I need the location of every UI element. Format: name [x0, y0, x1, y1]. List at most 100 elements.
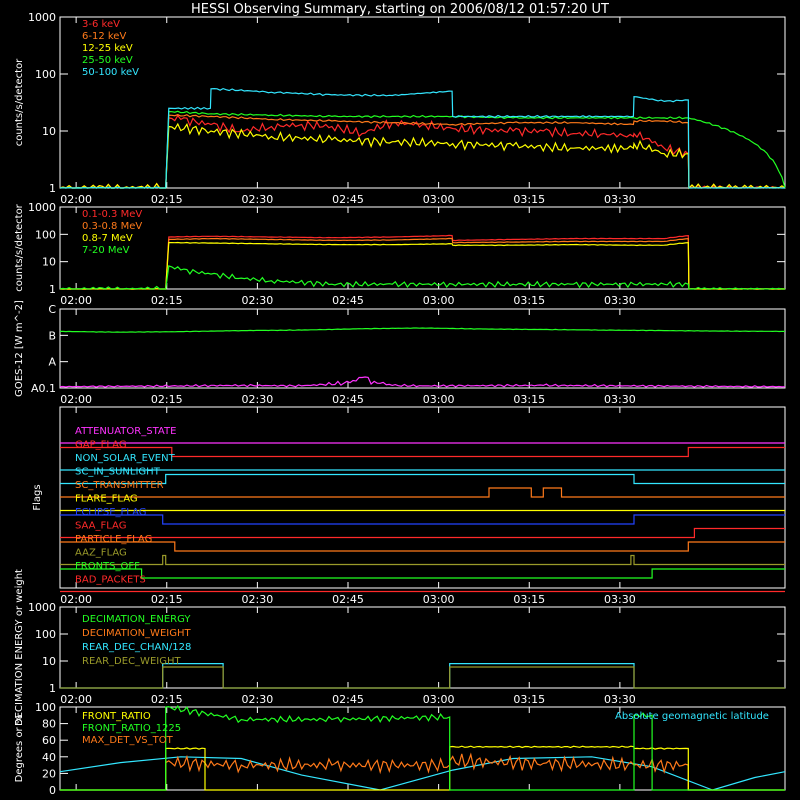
flag-label-1: GAP_FLAG — [75, 440, 127, 451]
panel2-legend-3: 7-20 MeV — [82, 245, 130, 256]
flag-label-9: AAZ_FLAG — [75, 548, 127, 559]
panel3-y-tick-label-0: A0.1 — [31, 382, 56, 395]
x-tick-label-1-0: 02:00 — [60, 294, 92, 307]
panel4-y-axis-label: Flags — [32, 484, 43, 510]
x-tick-label-2-4: 03:00 — [423, 393, 455, 406]
x-tick-label-0-6: 03:30 — [604, 193, 636, 206]
panel5-legend-2: REAR_DEC_CHAN/128 — [82, 642, 191, 653]
front-ratio-series — [60, 745, 785, 791]
x-tick-label-0-4: 03:00 — [423, 193, 455, 206]
panel6-legend-1: FRONT_RATIO_1225 — [82, 723, 181, 734]
flag-label-5: FLARE_FLAG — [75, 494, 138, 505]
panel1-y-tick-label-3: 1000 — [28, 11, 56, 24]
panel1-legend-1: 6-12 keV — [82, 31, 126, 42]
flag-series-8 — [60, 541, 785, 552]
flag-series-10 — [60, 568, 785, 579]
x-tick-label-1-6: 03:30 — [604, 294, 636, 307]
panel6-y-tick-label-1: 20 — [42, 767, 56, 780]
goes-short-series — [59, 376, 786, 388]
panel3-y-tick-label-2: B — [48, 329, 56, 342]
panel2-y-tick-label-3: 1000 — [28, 201, 56, 214]
hi-energy-series-1 — [59, 237, 786, 290]
panel6-y-tick-label-4: 80 — [42, 718, 56, 731]
flag-series-6 — [60, 514, 785, 525]
x-tick-label-2-0: 02:00 — [60, 393, 92, 406]
panel6-y-tick-label-3: 60 — [42, 734, 56, 747]
x-tick-label-4-5: 03:15 — [513, 693, 545, 706]
x-tick-label-3-1: 02:15 — [151, 593, 183, 606]
x-tick-label-3-5: 03:15 — [513, 593, 545, 606]
panel1-legend-0: 3-6 keV — [82, 19, 120, 30]
panel3-y-axis-label: GOES-12 [W m^-2] — [14, 300, 25, 397]
panel2-legend-2: 0.8-7 MeV — [82, 233, 133, 244]
panel6-legend-2: MAX_DET_VS_TOT — [82, 735, 174, 746]
panel5-legend-3: REAR_DEC_WEIGHT — [82, 656, 181, 667]
panel6-legend-0: FRONT_RATIO — [82, 711, 151, 722]
panel3-y-tick-label-3: C — [48, 303, 56, 316]
x-tick-label-4-4: 03:00 — [423, 693, 455, 706]
lo-energy-series-4 — [59, 87, 785, 189]
x-tick-label-3-3: 02:45 — [332, 593, 364, 606]
x-tick-label-1-2: 02:30 — [242, 294, 274, 307]
panel5-y-tick-label-3: 1000 — [28, 601, 56, 614]
panel1-y-tick-label-0: 1 — [49, 182, 56, 195]
x-tick-label-0-2: 02:30 — [242, 193, 274, 206]
panel1-y-tick-label-2: 100 — [35, 68, 56, 81]
lo-energy-series-0 — [59, 114, 786, 189]
max-det-vs-tot-series — [60, 752, 785, 791]
flag-series-3 — [60, 473, 785, 485]
flag-series-4 — [60, 487, 785, 498]
lo-energy-series-3 — [59, 110, 786, 189]
panel6-y-tick-label-2: 40 — [42, 751, 56, 764]
panel1-legend-4: 50-100 keV — [82, 67, 139, 78]
flag-label-0: ATTENUATOR_STATE — [75, 426, 176, 437]
x-tick-label-0-3: 02:45 — [332, 193, 364, 206]
x-tick-label-2-5: 03:15 — [513, 393, 545, 406]
panel6-y-axis-label: Degrees or % — [14, 715, 25, 783]
x-tick-label-0-5: 03:15 — [513, 193, 545, 206]
flag-label-8: PARTICLE_FLAG — [75, 534, 152, 545]
panel2-y-tick-label-1: 10 — [42, 256, 56, 269]
panel-frame-1 — [59, 206, 786, 290]
panel-frame-2 — [59, 308, 786, 389]
panel2-y-tick-label-0: 1 — [49, 283, 56, 296]
panel1-y-axis-label: counts/s/detector — [14, 58, 25, 146]
panel-frame-0 — [59, 16, 786, 189]
x-tick-label-3-6: 03:30 — [604, 593, 636, 606]
front-ratio-1225-series — [60, 705, 785, 791]
flag-label-6: ECLIPSE_FLAG — [75, 507, 146, 518]
x-tick-label-1-1: 02:15 — [151, 294, 183, 307]
panel5-legend-0: DECIMATION_ENERGY — [82, 614, 191, 625]
panel6-y-tick-label-0: 0 — [49, 784, 56, 797]
decimation-series-3 — [60, 666, 785, 689]
x-tick-label-4-1: 02:15 — [151, 693, 183, 706]
panel2-legend-0: 0.1-0.3 MeV — [82, 209, 142, 220]
x-tick-label-1-4: 03:00 — [423, 294, 455, 307]
panel2-legend-1: 0.3-0.8 MeV — [82, 221, 142, 232]
x-tick-label-1-3: 02:45 — [332, 294, 364, 307]
panel1-legend-2: 12-25 keV — [82, 43, 133, 54]
panel1-y-tick-label-1: 10 — [42, 125, 56, 138]
panel6-y-tick-label-5: 100 — [35, 701, 56, 714]
flag-series-9 — [60, 554, 785, 566]
flag-label-3: SC_IN_SUNLIGHT — [75, 467, 161, 478]
x-tick-label-4-0: 02:00 — [60, 693, 92, 706]
x-tick-label-2-1: 02:15 — [151, 393, 183, 406]
chart-title: HESSI Observing Summary, starting on 200… — [191, 2, 609, 17]
goes-long-series — [60, 327, 785, 333]
x-tick-label-4-2: 02:30 — [242, 693, 274, 706]
panel2-y-tick-label-2: 100 — [35, 228, 56, 241]
x-tick-label-3-2: 02:30 — [242, 593, 274, 606]
panel5-y-tick-label-1: 10 — [42, 655, 56, 668]
hi-energy-series-2 — [59, 241, 786, 290]
panel5-legend-1: DECIMATION_WEIGHT — [82, 628, 191, 639]
flag-label-4: SC_TRANSMITTER — [75, 480, 164, 491]
panel2-y-axis-label: counts/s/detector — [14, 203, 25, 291]
x-tick-label-2-3: 02:45 — [332, 393, 364, 406]
x-tick-label-3-0: 02:00 — [60, 593, 92, 606]
flag-label-10: FRONTS_OFF — [75, 561, 140, 572]
panel3-y-tick-label-1: A — [48, 356, 56, 369]
hi-energy-series-3 — [59, 265, 785, 290]
x-tick-label-3-4: 03:00 — [423, 593, 455, 606]
